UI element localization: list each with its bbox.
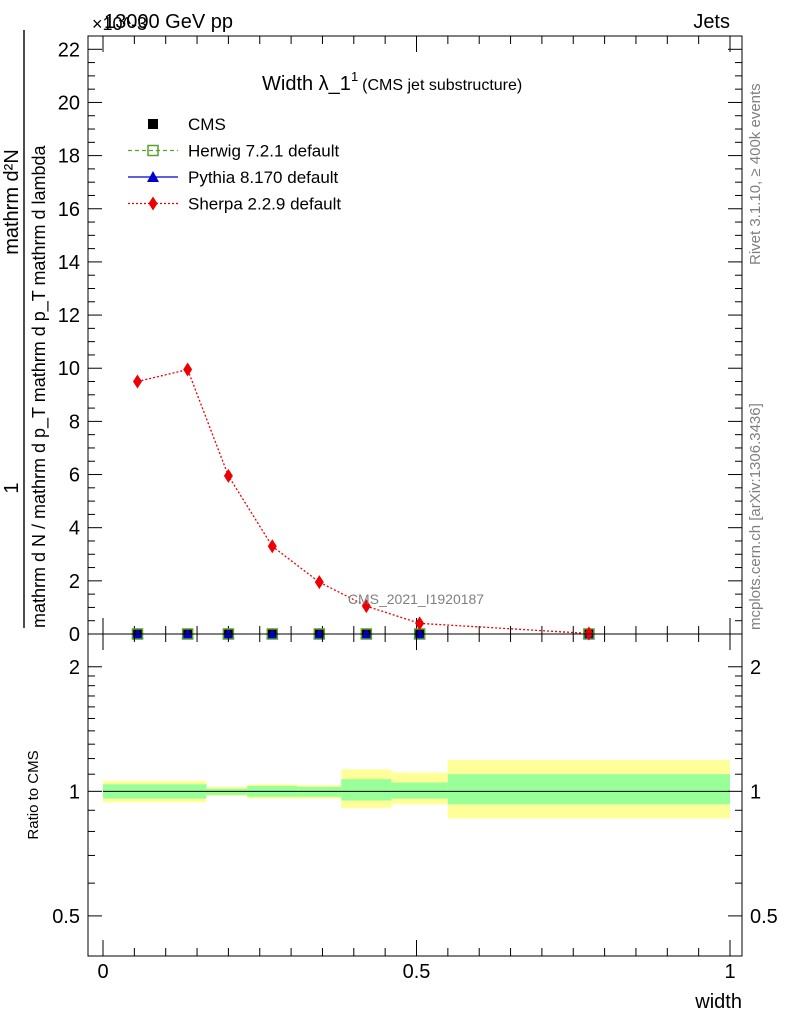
legend: CMS Herwig 7.2.1 default Pythia 8.170 defa… bbox=[128, 115, 341, 214]
header-left: 13000 GeV pp bbox=[104, 11, 233, 33]
side-label-top: Rivet 3.1.10, ≥ 400k events bbox=[747, 83, 764, 265]
ylabel-numerator-2: mathrm d²N bbox=[1, 149, 23, 255]
chart-title-sup: 1 bbox=[351, 69, 358, 84]
sherpa-point bbox=[361, 599, 371, 614]
y-tick-label: 8 bbox=[69, 411, 80, 433]
main-panel-frame bbox=[87, 35, 743, 635]
main-panel: 0 2 4 6 8 10 12 14 16 18 20 22 CMS_2021_I1920187 Wi… bbox=[1, 30, 743, 646]
y-tick-label: 4 bbox=[69, 518, 80, 540]
ratio-y-tick-label: 1 bbox=[69, 781, 80, 803]
legend-label: CMS bbox=[188, 115, 226, 134]
main-y-ticks: 0 2 4 6 8 10 12 14 16 18 20 22 bbox=[58, 39, 742, 646]
y-tick-label: 12 bbox=[58, 305, 80, 327]
x-tick-label: 1 bbox=[724, 961, 735, 983]
ratio-stat-band bbox=[391, 782, 448, 799]
pythia-point bbox=[147, 171, 159, 182]
ratio-bands bbox=[103, 760, 730, 819]
ratio-stat-band bbox=[341, 779, 392, 801]
y-tick-label: 10 bbox=[58, 358, 80, 380]
ratio-stat-band bbox=[447, 774, 730, 805]
chart-title: Width λ_11 (CMS jet substructure) bbox=[262, 69, 522, 95]
ratio-y-tick-label-right: 1 bbox=[750, 781, 761, 803]
sherpa-point bbox=[223, 468, 233, 483]
ratio-y-tick-label-right: 2 bbox=[750, 657, 761, 679]
side-label-bottom: mcplots.cern.ch [arXiv:1306.3436] bbox=[747, 403, 764, 630]
y-tick-label: 16 bbox=[58, 199, 80, 221]
ratio-panel-frame bbox=[87, 633, 743, 957]
ratio-y-axis-label: Ratio to CMS bbox=[25, 750, 42, 839]
watermark: CMS_2021_I1920187 bbox=[348, 591, 484, 607]
herwig-point bbox=[147, 144, 159, 157]
legend-label: Sherpa 2.2.9 default bbox=[188, 195, 341, 214]
sherpa-point bbox=[584, 626, 594, 641]
chart-title-main: Width λ_1 bbox=[262, 73, 351, 95]
ratio-y-tick-label: 2 bbox=[69, 657, 80, 679]
sherpa-point bbox=[314, 575, 324, 590]
x-axis-label: width bbox=[694, 991, 742, 1013]
cms-point bbox=[148, 119, 158, 129]
sherpa-point bbox=[132, 374, 142, 389]
y-tick-label: 20 bbox=[58, 92, 80, 114]
sherpa-point bbox=[415, 616, 425, 631]
legend-label: Pythia 8.170 default bbox=[188, 168, 339, 187]
x-tick-label: 0.5 bbox=[403, 961, 431, 983]
x-tick-label: 0 bbox=[97, 961, 108, 983]
main-y-axis-label: 1 mathrm d N / mathrm d p_T mathrm d p_T… bbox=[1, 30, 50, 628]
y-tick-label: 2 bbox=[69, 571, 80, 593]
sherpa-line bbox=[137, 368, 589, 635]
main-x-ticks bbox=[102, 36, 731, 634]
y-exponent-label: ×10^-3 bbox=[92, 14, 147, 34]
ratio-y-tick-label-right: 0.5 bbox=[750, 906, 778, 928]
y-tick-label: 22 bbox=[58, 39, 80, 61]
chart-title-sub: (CMS jet substructure) bbox=[362, 77, 522, 94]
sherpa-point bbox=[183, 362, 193, 377]
sherpa-point bbox=[267, 539, 277, 554]
ratio-panel: 0.5 0.5 1 1 2 2 0 0.5 1 Ratio to CMS width bbox=[25, 633, 778, 1013]
ylabel-denominator: mathrm d N / mathrm d p_T mathrm d p_T m… bbox=[29, 145, 50, 628]
ratio-ticks: 0.5 0.5 1 1 2 2 0 0.5 1 bbox=[52, 634, 778, 983]
y-tick-label: 0 bbox=[69, 624, 80, 646]
y-tick-label: 14 bbox=[58, 252, 80, 274]
y-tick-label: 6 bbox=[69, 465, 80, 487]
legend-label: Herwig 7.2.1 default bbox=[188, 142, 339, 161]
ylabel-numerator-1: 1 bbox=[1, 482, 23, 493]
y-tick-label: 18 bbox=[58, 146, 80, 168]
ratio-stat-band bbox=[297, 786, 342, 797]
header-right: Jets bbox=[693, 11, 730, 33]
ratio-y-tick-label: 0.5 bbox=[52, 906, 80, 928]
sherpa-point bbox=[148, 196, 158, 211]
